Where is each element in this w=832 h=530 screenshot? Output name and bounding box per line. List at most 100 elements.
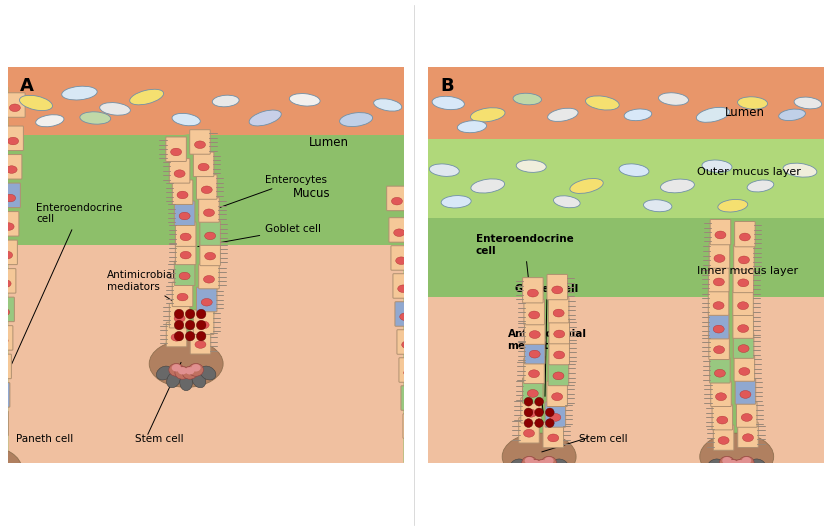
- FancyBboxPatch shape: [547, 381, 567, 407]
- Ellipse shape: [402, 341, 413, 349]
- Ellipse shape: [200, 366, 216, 380]
- Ellipse shape: [554, 330, 565, 338]
- Ellipse shape: [716, 393, 726, 401]
- Ellipse shape: [166, 372, 181, 388]
- Text: Goblet cell: Goblet cell: [198, 224, 321, 246]
- Ellipse shape: [404, 369, 414, 376]
- FancyBboxPatch shape: [0, 440, 7, 464]
- Ellipse shape: [396, 257, 407, 264]
- Text: Goblet cell: Goblet cell: [516, 284, 579, 396]
- Ellipse shape: [713, 325, 724, 333]
- FancyBboxPatch shape: [200, 221, 220, 245]
- Ellipse shape: [526, 409, 537, 417]
- Text: Antimicrobial
mediators: Antimicrobial mediators: [107, 270, 188, 311]
- Ellipse shape: [525, 457, 534, 464]
- FancyBboxPatch shape: [0, 183, 20, 208]
- Ellipse shape: [538, 460, 547, 467]
- Ellipse shape: [713, 302, 724, 310]
- FancyBboxPatch shape: [196, 287, 217, 312]
- FancyBboxPatch shape: [389, 218, 409, 242]
- FancyBboxPatch shape: [0, 383, 10, 407]
- FancyBboxPatch shape: [708, 290, 729, 315]
- Ellipse shape: [195, 141, 206, 148]
- Ellipse shape: [434, 472, 448, 484]
- FancyBboxPatch shape: [523, 358, 544, 384]
- FancyBboxPatch shape: [193, 152, 214, 176]
- Ellipse shape: [179, 212, 190, 220]
- Ellipse shape: [450, 477, 463, 492]
- Ellipse shape: [0, 468, 3, 480]
- Ellipse shape: [553, 309, 564, 317]
- Ellipse shape: [156, 366, 172, 380]
- Ellipse shape: [431, 470, 440, 476]
- Ellipse shape: [542, 456, 557, 469]
- Ellipse shape: [747, 180, 774, 192]
- Ellipse shape: [553, 196, 580, 208]
- Ellipse shape: [527, 390, 538, 398]
- FancyBboxPatch shape: [735, 222, 755, 247]
- Ellipse shape: [720, 456, 735, 469]
- Ellipse shape: [339, 112, 373, 127]
- Ellipse shape: [438, 479, 451, 494]
- FancyBboxPatch shape: [524, 339, 545, 364]
- FancyBboxPatch shape: [713, 425, 734, 450]
- FancyBboxPatch shape: [199, 264, 220, 289]
- Ellipse shape: [528, 311, 540, 319]
- FancyBboxPatch shape: [733, 313, 754, 338]
- Ellipse shape: [717, 465, 731, 481]
- Ellipse shape: [779, 109, 805, 120]
- Ellipse shape: [409, 453, 421, 461]
- Ellipse shape: [722, 457, 731, 464]
- Ellipse shape: [737, 97, 768, 109]
- Text: B: B: [440, 77, 454, 95]
- Ellipse shape: [535, 460, 550, 472]
- Ellipse shape: [6, 166, 17, 173]
- Ellipse shape: [738, 325, 749, 332]
- Polygon shape: [404, 184, 425, 463]
- Ellipse shape: [437, 473, 446, 480]
- Ellipse shape: [181, 251, 191, 259]
- Ellipse shape: [503, 433, 576, 480]
- Ellipse shape: [718, 437, 729, 444]
- Ellipse shape: [742, 434, 754, 441]
- Ellipse shape: [374, 99, 402, 111]
- FancyBboxPatch shape: [711, 381, 731, 407]
- Text: Outer mucus layer: Outer mucus layer: [697, 167, 801, 177]
- Text: Mucus: Mucus: [293, 188, 330, 200]
- Ellipse shape: [735, 460, 745, 467]
- Ellipse shape: [738, 344, 749, 352]
- Ellipse shape: [740, 233, 750, 241]
- Ellipse shape: [715, 231, 726, 239]
- Ellipse shape: [458, 121, 487, 132]
- Ellipse shape: [553, 351, 565, 359]
- Ellipse shape: [547, 108, 578, 121]
- FancyBboxPatch shape: [393, 273, 414, 298]
- Ellipse shape: [707, 459, 723, 473]
- Ellipse shape: [522, 456, 537, 469]
- FancyBboxPatch shape: [191, 330, 210, 354]
- Ellipse shape: [547, 434, 559, 442]
- Ellipse shape: [0, 446, 22, 491]
- Ellipse shape: [702, 160, 732, 172]
- FancyBboxPatch shape: [172, 282, 193, 306]
- Ellipse shape: [619, 164, 649, 176]
- Ellipse shape: [545, 465, 558, 481]
- Circle shape: [186, 320, 195, 330]
- Ellipse shape: [195, 341, 206, 348]
- FancyBboxPatch shape: [405, 442, 425, 466]
- Ellipse shape: [191, 364, 201, 372]
- Ellipse shape: [201, 298, 212, 306]
- Polygon shape: [518, 271, 569, 453]
- FancyBboxPatch shape: [0, 354, 12, 378]
- Ellipse shape: [394, 229, 404, 236]
- Ellipse shape: [410, 447, 479, 491]
- Ellipse shape: [432, 96, 464, 110]
- Ellipse shape: [290, 94, 320, 106]
- Circle shape: [524, 419, 532, 427]
- Ellipse shape: [443, 473, 453, 480]
- FancyBboxPatch shape: [176, 222, 196, 246]
- Ellipse shape: [531, 460, 540, 467]
- Text: A: A: [20, 77, 34, 95]
- FancyBboxPatch shape: [543, 422, 563, 448]
- FancyBboxPatch shape: [708, 314, 729, 339]
